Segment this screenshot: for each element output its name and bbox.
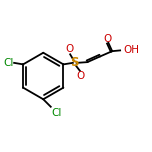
Text: O: O	[77, 71, 85, 81]
Text: Cl: Cl	[52, 107, 62, 117]
Text: O: O	[65, 44, 74, 54]
Text: O: O	[103, 34, 112, 44]
Text: OH: OH	[123, 45, 139, 55]
Text: Cl: Cl	[3, 58, 13, 68]
Text: S: S	[70, 56, 79, 69]
